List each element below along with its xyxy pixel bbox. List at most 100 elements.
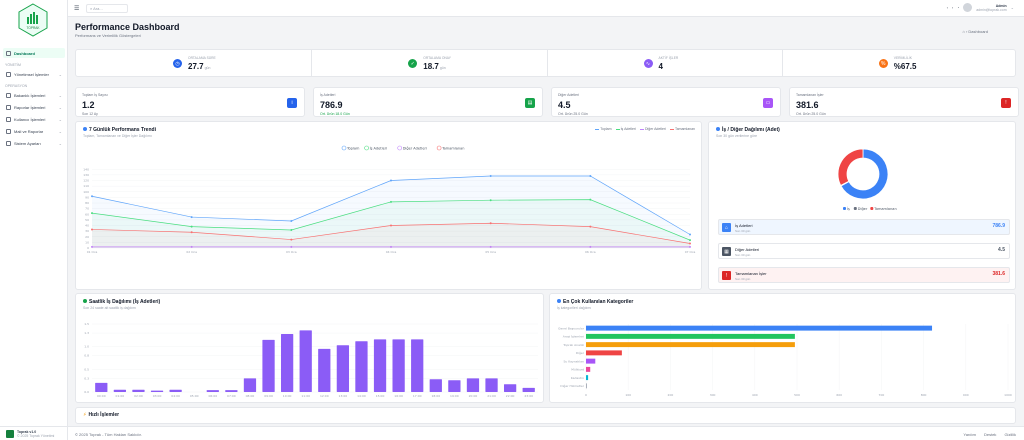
chevron-down-icon: ⌄ — [58, 92, 62, 98]
x-tick-label: 05 Oca — [485, 250, 496, 254]
pie-slice — [840, 148, 889, 200]
x-tick-label: 15:00 — [376, 394, 385, 398]
bar — [522, 387, 535, 392]
pie-summary-item[interactable]: ! Tamamlanan İşler Son 30 gün 381.6 — [718, 267, 1010, 283]
sidebar-item[interactable]: Mali ve Raporlar ⌄ — [3, 126, 65, 136]
pie-legend-item[interactable]: Diğer — [853, 207, 868, 211]
x-tick-label: 0 — [585, 393, 587, 397]
chevron-down-icon: ⌄ — [58, 128, 62, 134]
clock-icon: ◷ — [173, 59, 182, 68]
x-tick-label: 11:00 — [301, 394, 310, 398]
bar — [243, 378, 257, 392]
bar — [169, 389, 182, 392]
kpi-sub: Son 12 Ay — [82, 112, 98, 116]
bar — [586, 375, 589, 381]
nav-item-icon — [6, 116, 11, 122]
logo[interactable]: TOPRAK — [16, 3, 50, 37]
legend-label: Tamamlanan — [441, 146, 464, 150]
series-area — [92, 223, 690, 248]
kpi-value: 1.2 — [82, 100, 95, 110]
sidebar-item-label: Dashboard — [14, 50, 35, 56]
sidebar-item-label: Bakanlık İşlemleri — [14, 92, 46, 98]
bar — [586, 350, 622, 356]
sidebar-item[interactable]: Bakanlık İşlemleri ⌄ — [3, 90, 65, 100]
y-tick-label: 1.3 — [84, 331, 89, 335]
y-tick-label: 0 — [87, 246, 89, 250]
x-tick-label: 300 — [710, 393, 716, 397]
x-tick-label: 400 — [752, 393, 758, 397]
chevron-down-icon[interactable]: ⌄ — [1010, 5, 1014, 10]
legend-label: İş — [847, 206, 850, 211]
x-tick-label: 02 Oca — [186, 250, 197, 254]
bar — [132, 389, 145, 392]
sidebar-item[interactable]: Yönetimsel İşlemler ⌄ — [3, 69, 65, 79]
data-point — [489, 245, 492, 248]
footer-links: Yardım Destek Gizlilik — [963, 432, 1016, 437]
bell-icon[interactable]: ◔ — [957, 5, 960, 10]
footer-title: Toprak v1.0 — [17, 429, 37, 434]
check-icon: ✓ — [408, 59, 418, 68]
page-subtitle: Performans ve Verimlilik Göstergeleri — [75, 33, 141, 38]
footer-link[interactable]: Yardım — [963, 432, 976, 437]
kpi-label: Diğer Adetleri — [558, 93, 580, 97]
home-icon[interactable]: ⌂ — [962, 29, 965, 34]
pie-legend-item[interactable]: İş — [843, 206, 850, 211]
footer: © 2025 Toprak - Tüm Hakları Saklıdır. Ya… — [68, 426, 1024, 440]
y-tick-label: Su Kaynakları — [563, 359, 584, 363]
y-tick-label: 1.0 — [84, 345, 89, 349]
legend-line-icon — [615, 128, 620, 130]
trend-legend-top-item[interactable]: İş Adetleri — [615, 127, 636, 131]
data-point — [190, 245, 193, 248]
nav-left-icon[interactable]: ‹ — [946, 5, 948, 10]
chevron-down-icon: ⌄ — [58, 140, 62, 146]
x-tick-label: 03 Oca — [286, 250, 297, 254]
sidebar-item[interactable]: Kullanıcı İşlemleri ⌄ — [3, 114, 65, 124]
sidebar-item[interactable]: Raporlar İşlemleri ⌄ — [3, 102, 65, 112]
footer-link[interactable]: Destek — [983, 432, 997, 437]
trend-legend-item[interactable]: İş Adetleri — [364, 145, 388, 150]
y-tick-label: 70 — [85, 207, 89, 211]
x-tick-label: 19:00 — [450, 394, 459, 398]
quick-actions-card: ⚡ Hızlı İşlemler — [75, 407, 1016, 424]
hourly-subtitle: Son 24 saate ait saatlik iş dağılımı — [83, 306, 137, 310]
stat-label: ORTALAMA ONAY — [423, 56, 451, 60]
legend-line-icon — [639, 128, 644, 130]
breadcrumb-current[interactable]: Dashboard — [968, 29, 988, 34]
trend-legend-item[interactable]: Tamamlanan — [436, 145, 464, 150]
nav-right-icon[interactable]: › — [951, 5, 954, 10]
trend-legend-item[interactable]: Toplam — [341, 145, 360, 150]
summary-sub: Son 30 gün — [735, 253, 751, 257]
bar — [411, 339, 424, 392]
stat-label: VERİMLİLİK — [893, 56, 912, 60]
box-icon: ▦ — [722, 247, 731, 256]
avatar[interactable] — [963, 3, 973, 12]
menu-toggle-icon[interactable]: ☰ — [74, 6, 80, 12]
stat-unit: gün — [439, 66, 446, 70]
pie-legend-item[interactable]: Tamamlanan — [870, 207, 897, 211]
trend-legend-top-item[interactable]: Diğer Adetleri — [639, 127, 666, 131]
bar — [586, 333, 795, 339]
pie-summary-item[interactable]: ⌂ İş Adetleri Son 30 gün 786.9 — [718, 219, 1010, 235]
footer-link[interactable]: Gizlilik — [1004, 432, 1016, 437]
sidebar-footer: Toprak v1.0 © 2025 Toprak Yönetimi — [0, 426, 68, 440]
legend-swatch — [853, 207, 857, 210]
data-point — [190, 225, 193, 228]
pie-summary-item[interactable]: ▦ Diğer Adetleri Son 30 gün 4.5 — [718, 243, 1010, 259]
data-point — [589, 175, 592, 177]
y-tick-label: Mülkiyet — [571, 368, 585, 372]
sidebar-item-label: Mali ve Raporlar — [14, 128, 44, 134]
hourly-title: Saatlik İş Dağılımı (İş Adetleri) — [89, 299, 161, 305]
stat-value: 18.7gün — [423, 62, 445, 71]
legend-line-icon — [669, 128, 674, 130]
search-input[interactable]: ⌕ Ara... — [86, 4, 128, 13]
data-point — [689, 245, 691, 248]
quick-actions-title: Hızlı İşlemler — [88, 412, 120, 418]
trend-legend-top-item[interactable]: Tamamlanan — [669, 127, 695, 131]
data-point — [91, 195, 93, 198]
sidebar-item[interactable]: Sistem Ayarları ⌄ — [3, 138, 65, 148]
trend-legend-item[interactable]: Diğer Adetleri — [397, 145, 427, 150]
trend-legend-top-item[interactable]: Toplam — [595, 127, 612, 131]
user-menu[interactable]: ‹ › ◔ Admin admin@toprak.com ⌄ — [947, 3, 1014, 12]
monitor-icon: ▭ — [763, 98, 773, 108]
sidebar-item[interactable]: Dashboard — [3, 48, 65, 58]
